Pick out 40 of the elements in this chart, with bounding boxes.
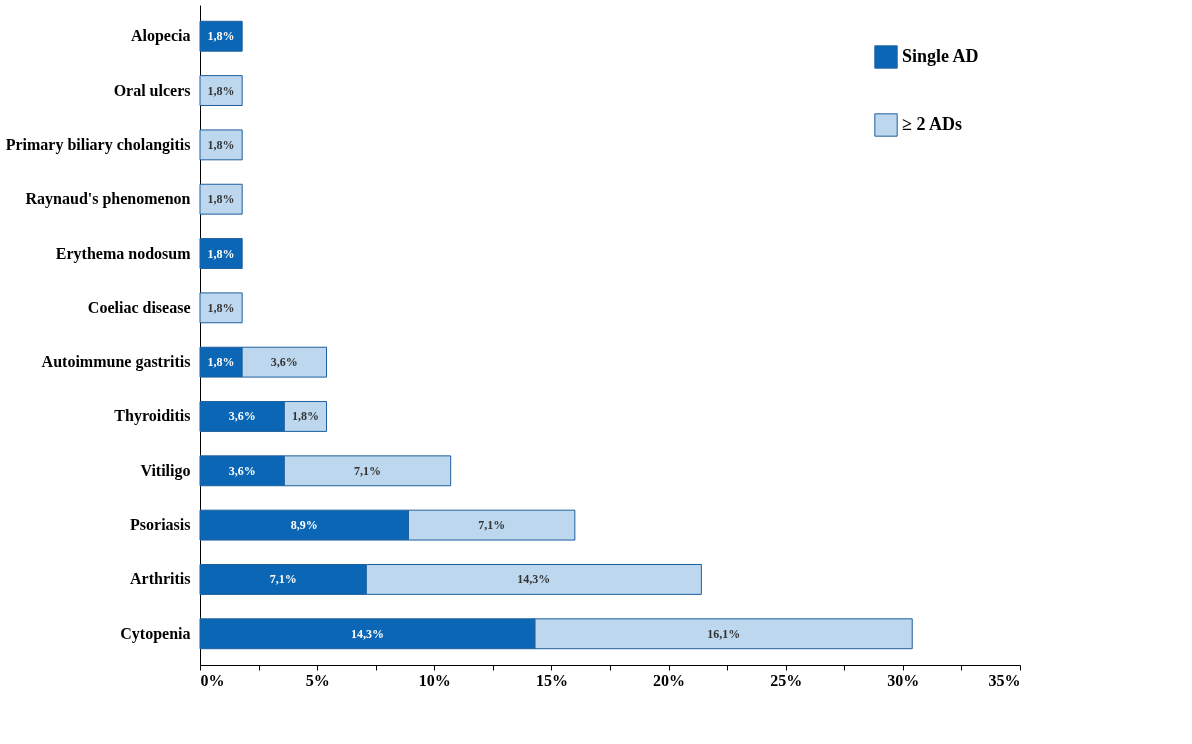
y-tick-label: Vitiligo	[140, 461, 191, 480]
data-label: 7,1%	[354, 463, 382, 478]
y-tick-label: Primary biliary cholangitis	[5, 135, 191, 154]
y-tick-label: Thyroiditis	[114, 407, 191, 426]
data-label: 1,8%	[207, 83, 235, 98]
data-label: 1,8%	[207, 355, 235, 370]
x-tick-label: 15%	[535, 671, 568, 689]
data-label: 1,8%	[207, 300, 235, 315]
y-tick-label: Alopecia	[130, 27, 191, 46]
legend-label: Single AD	[902, 46, 979, 66]
data-label: 1,8%	[291, 409, 319, 424]
x-tick-label: 0%	[200, 671, 225, 689]
data-label: 7,1%	[478, 518, 506, 533]
data-label: 8,9%	[290, 518, 318, 533]
data-label: 14,3%	[517, 572, 551, 587]
data-label: 3,6%	[270, 355, 298, 370]
data-label: 1,8%	[207, 29, 235, 44]
x-tick-label: 30%	[887, 671, 920, 689]
y-tick-label: Raynaud's phenomenon	[25, 190, 191, 209]
x-tick-label: 25%	[770, 671, 803, 689]
x-tick-label: 5%	[305, 671, 330, 689]
y-tick-label: Erythema nodosum	[55, 244, 192, 263]
data-label: 1,8%	[207, 137, 235, 152]
x-tick-label: 20%	[653, 671, 686, 689]
x-tick-label: 10%	[418, 671, 451, 689]
data-label: 3,6%	[228, 463, 256, 478]
y-tick-label: Oral ulcers	[113, 81, 191, 99]
data-label: 1,8%	[207, 246, 235, 261]
y-tick-label: Cytopenia	[120, 624, 191, 643]
y-tick-label: Arthritis	[130, 570, 191, 588]
y-tick-label: Coeliac disease	[87, 298, 191, 316]
data-label: 14,3%	[351, 626, 385, 641]
data-label: 1,8%	[207, 192, 235, 207]
data-label: 3,6%	[228, 409, 256, 424]
data-label: 16,1%	[707, 626, 741, 641]
y-tick-label: Autoimmune gastritis	[41, 353, 191, 372]
data-label: 7,1%	[269, 572, 297, 587]
y-tick-label: Psoriasis	[130, 516, 191, 534]
x-tick-label: 35%	[988, 671, 1021, 689]
legend-label: ≥ 2 ADs	[902, 114, 962, 134]
